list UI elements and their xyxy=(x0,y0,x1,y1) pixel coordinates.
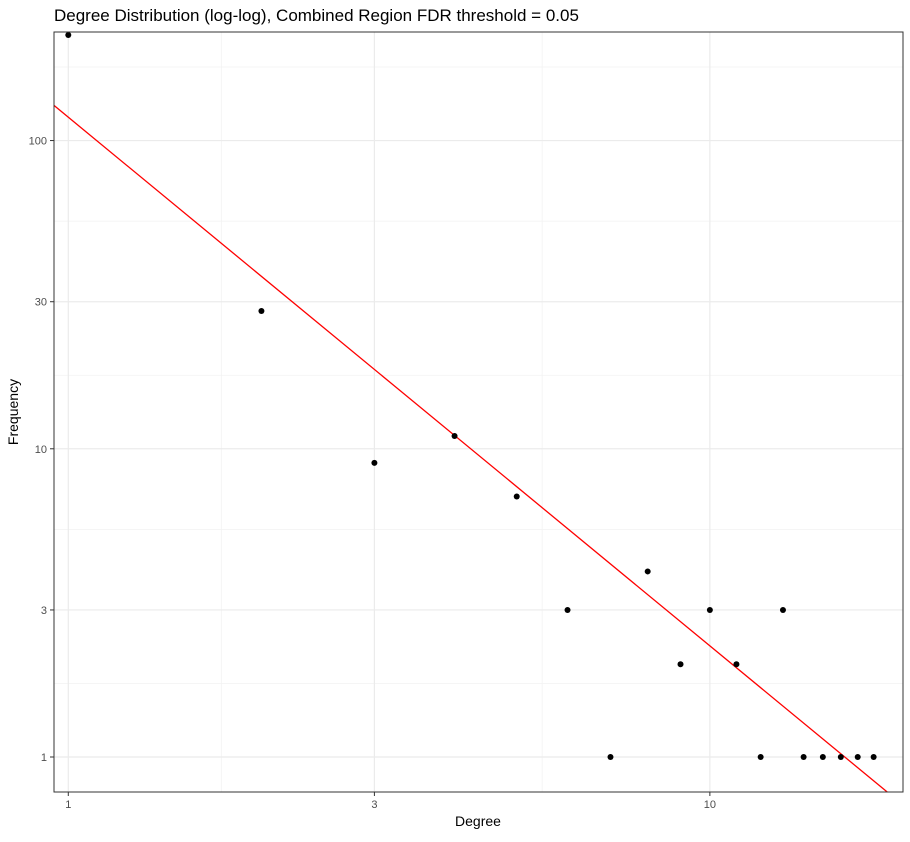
data-point xyxy=(258,307,265,314)
grid-layer xyxy=(54,32,903,792)
data-points-layer xyxy=(65,32,877,761)
data-point xyxy=(644,568,651,575)
plot-panel-border xyxy=(53,31,904,793)
data-point xyxy=(837,754,844,761)
y-tick-label: 1 xyxy=(41,752,47,764)
data-point xyxy=(65,32,72,39)
regression-fit-line xyxy=(54,104,888,792)
y-tick-label: 10 xyxy=(35,444,47,456)
chart-title: Degree Distribution (log-log), Combined … xyxy=(54,6,579,25)
data-point xyxy=(371,459,378,466)
x-axis-title: Degree xyxy=(455,813,501,829)
data-point xyxy=(870,754,877,761)
x-tick-label: 3 xyxy=(371,799,377,811)
fit-line-layer xyxy=(54,104,888,792)
x-tick-label: 1 xyxy=(65,799,71,811)
data-point xyxy=(607,754,614,761)
data-point xyxy=(564,606,571,613)
y-tick-label: 3 xyxy=(41,605,47,617)
y-tick-label: 30 xyxy=(35,297,47,309)
y-axis-title: Frequency xyxy=(5,379,21,445)
x-tick-label: 10 xyxy=(704,799,716,811)
data-point xyxy=(779,606,786,613)
axis-layer: 1 3 10 1 3 10 30 100 xyxy=(29,136,716,811)
y-tick-label: 100 xyxy=(29,136,47,148)
data-point xyxy=(513,493,520,500)
data-point xyxy=(677,661,684,668)
data-point xyxy=(733,661,740,668)
data-point xyxy=(819,754,826,761)
data-point xyxy=(706,606,713,613)
data-point xyxy=(854,754,861,761)
data-point xyxy=(451,433,458,440)
data-point xyxy=(757,754,764,761)
data-point xyxy=(800,754,807,761)
